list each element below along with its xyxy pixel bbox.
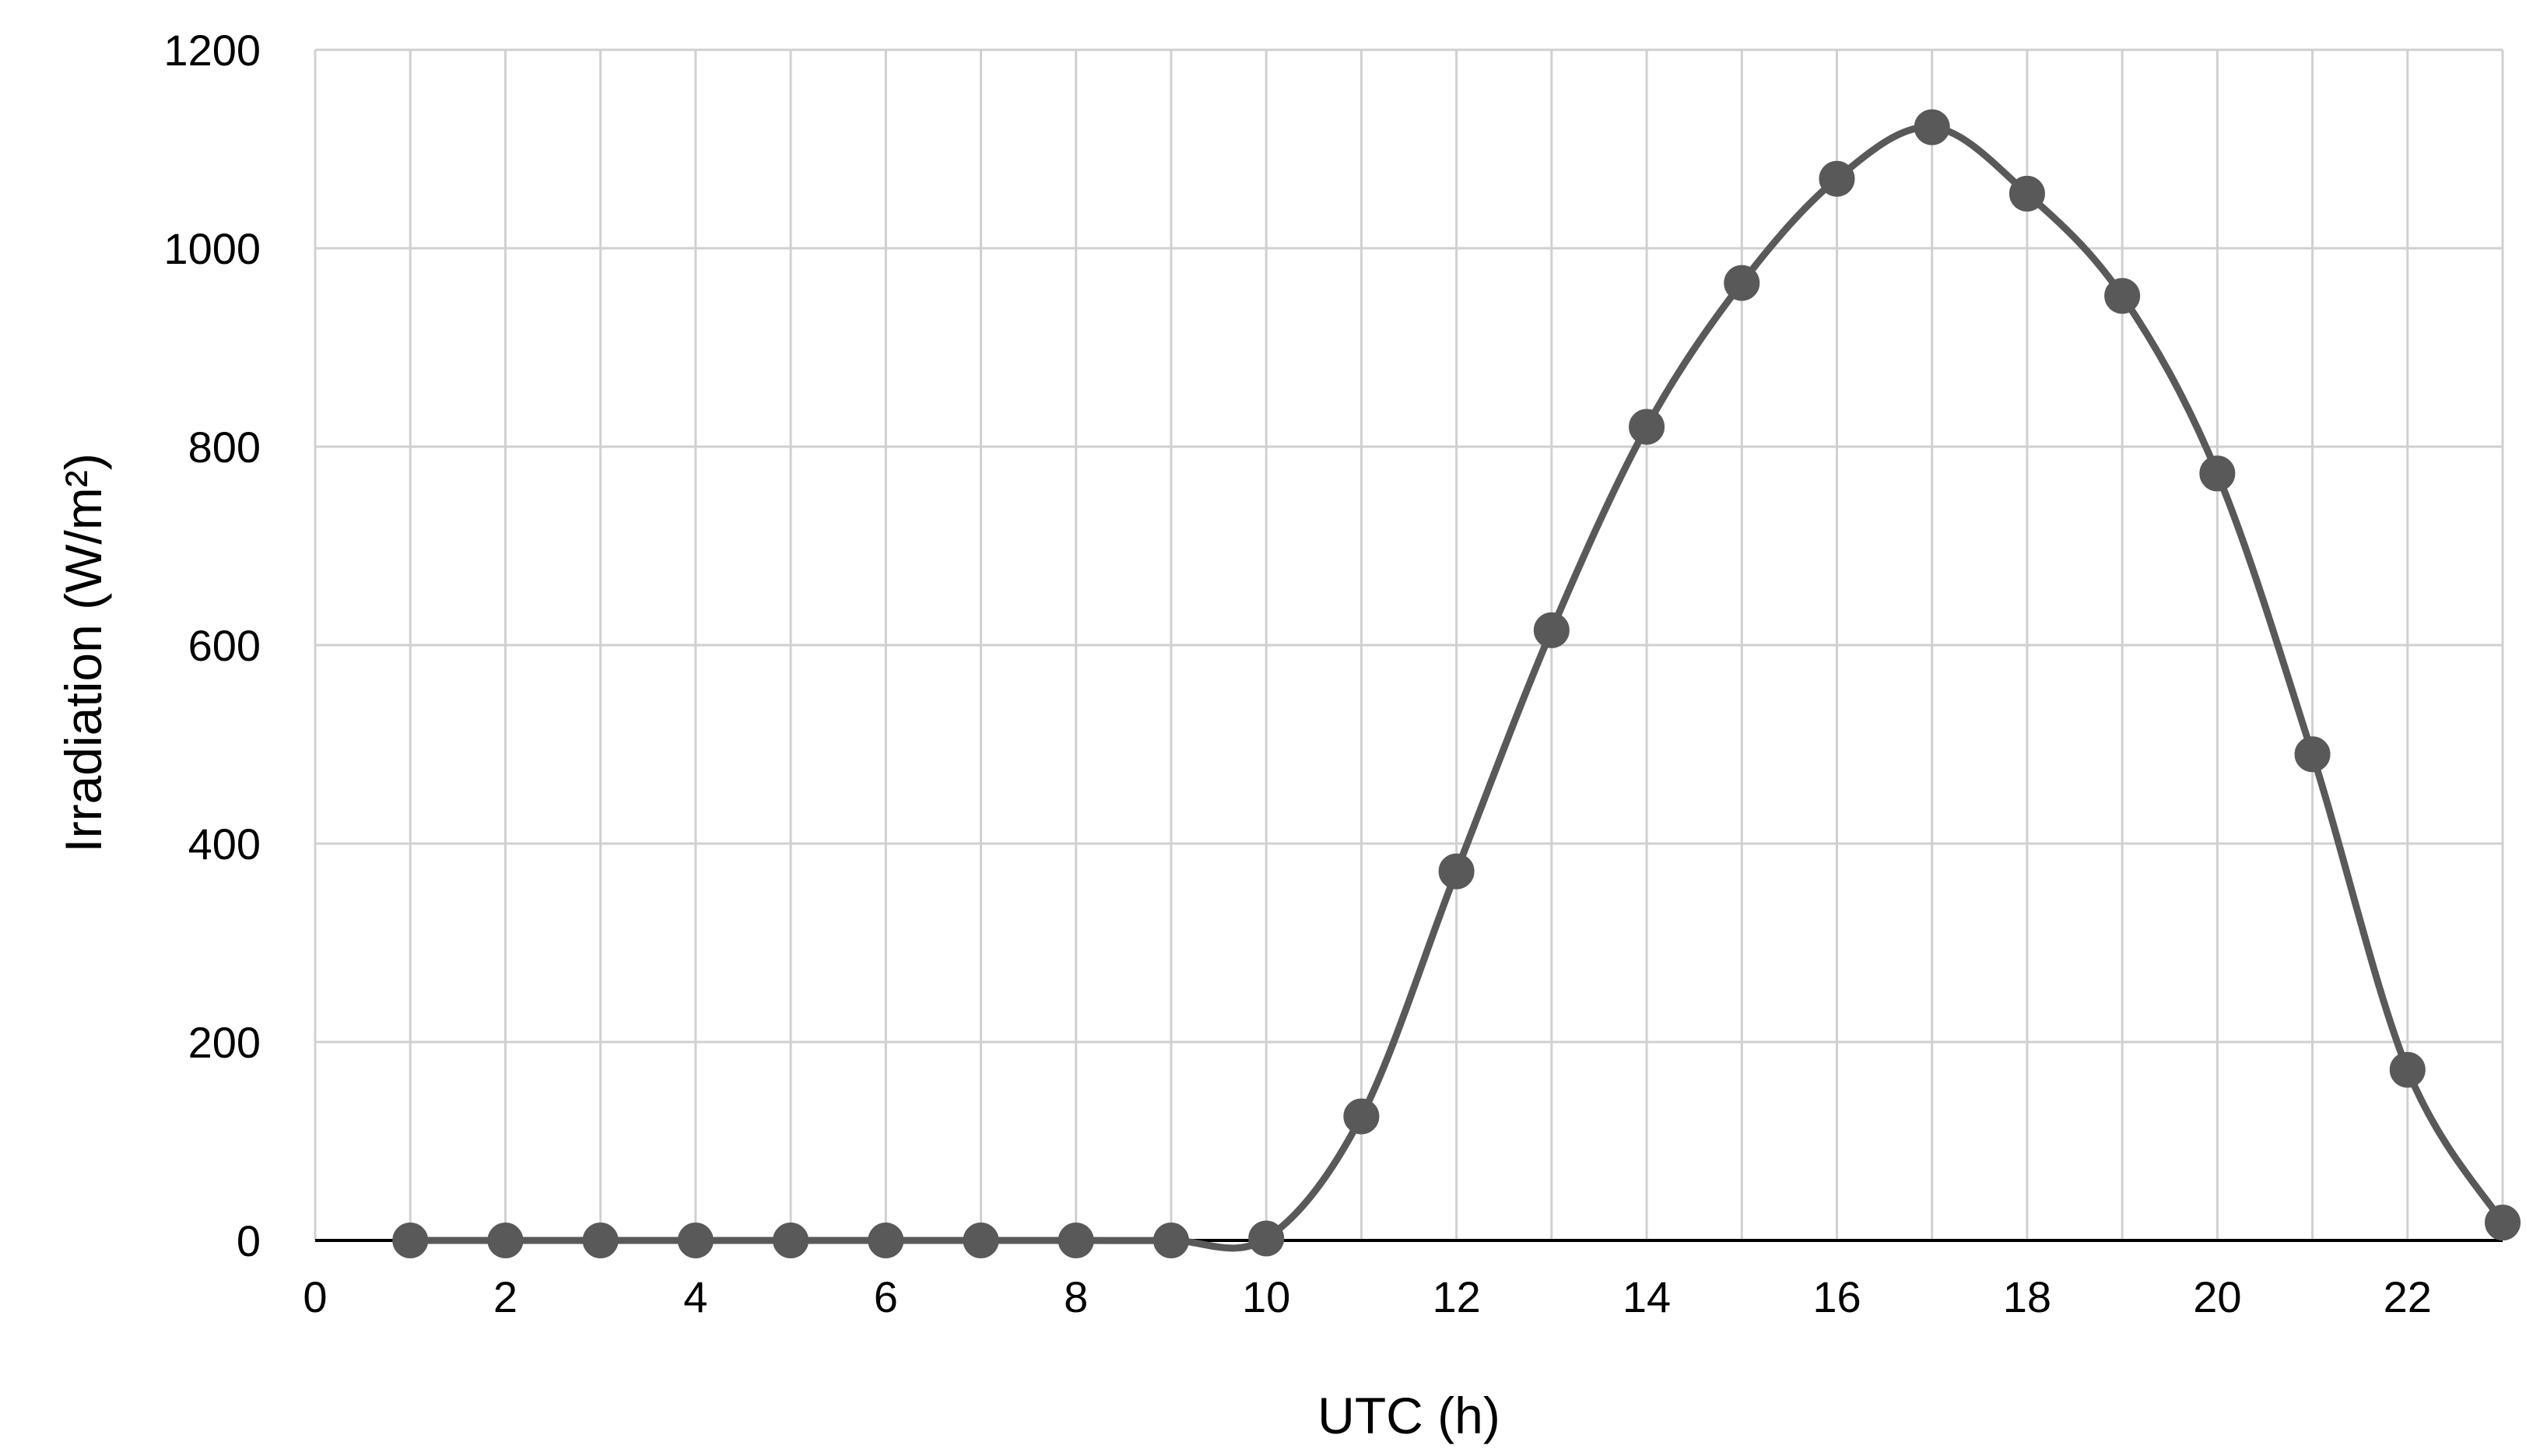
x-tick-label: 6 [874, 1272, 898, 1321]
y-tick-label: 200 [188, 1018, 261, 1067]
y-tick-label: 1200 [163, 26, 261, 75]
data-point [1914, 109, 1950, 146]
y-axis-title: Irradiation (W/m²) [54, 453, 112, 852]
x-axis-title: UTC (h) [1317, 1387, 1500, 1444]
data-point [2389, 1051, 2426, 1088]
x-tick-label: 18 [2003, 1272, 2051, 1321]
grid [314, 48, 2504, 1240]
data-point [2485, 1205, 2521, 1241]
data-point [1152, 1223, 1189, 1258]
data-point [2009, 175, 2045, 212]
x-tick-label: 12 [1432, 1272, 1480, 1321]
y-tick-label: 1000 [163, 224, 261, 273]
data-point [1533, 612, 1570, 648]
y-tick-label: 400 [188, 819, 261, 868]
y-tick-label: 800 [188, 423, 261, 472]
x-tick-label: 22 [2384, 1272, 2432, 1321]
data-point [1819, 160, 1855, 197]
data-point [582, 1223, 619, 1258]
x-tick-label: 10 [1242, 1272, 1290, 1321]
x-tick-label: 20 [2193, 1272, 2241, 1321]
y-tick-label: 600 [188, 621, 261, 670]
series [392, 109, 2521, 1258]
data-point [487, 1223, 524, 1258]
x-tick-label: 0 [303, 1272, 327, 1321]
tick-labels: 0 2 4 6 8 10 12 14 16 18 20 22 0 200 400 600 800 1000 1200 [163, 26, 2432, 1321]
data-point [1724, 265, 1760, 301]
data-point [2104, 278, 2141, 314]
data-point [1248, 1220, 1285, 1257]
data-point [2199, 455, 2236, 492]
data-point [963, 1223, 999, 1258]
data-point [868, 1223, 904, 1258]
data-point [1438, 853, 1475, 889]
data-point [2294, 736, 2331, 773]
x-tick-label: 14 [1623, 1272, 1671, 1321]
data-point [1343, 1098, 1380, 1135]
x-tick-label: 4 [683, 1272, 707, 1321]
data-point [1629, 409, 1665, 445]
data-point [773, 1223, 809, 1258]
x-tick-label: 2 [493, 1272, 517, 1321]
data-point [677, 1223, 714, 1258]
data-point [392, 1223, 429, 1258]
x-tick-label: 8 [1064, 1272, 1088, 1321]
data-point [1058, 1223, 1094, 1258]
y-tick-label: 0 [237, 1216, 261, 1265]
x-tick-label: 16 [1812, 1272, 1861, 1321]
